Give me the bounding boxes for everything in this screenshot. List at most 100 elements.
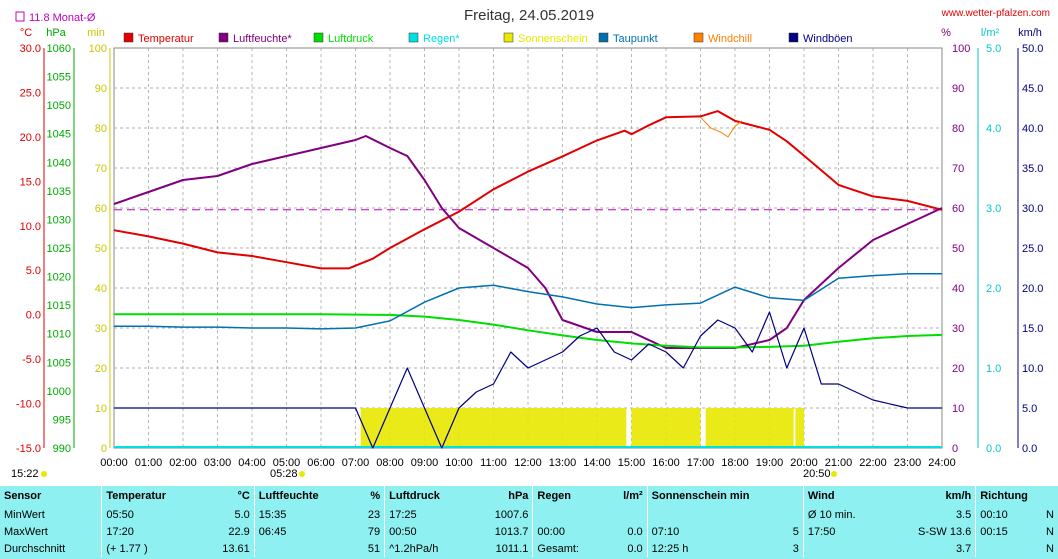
percent-tick-0: 100 bbox=[952, 43, 970, 55]
percent-tick-6: 40 bbox=[952, 283, 964, 295]
percent-tick-4: 60 bbox=[952, 203, 964, 215]
wind-tick-0: 50.0 bbox=[1022, 43, 1043, 55]
series-line-taupunkt bbox=[114, 273, 942, 330]
series-line-luftdruck bbox=[114, 313, 943, 349]
pressure-tick-10: 1010 bbox=[47, 329, 71, 341]
avg-temp-value: 13.61 bbox=[222, 542, 250, 555]
header-rain: Regen bbox=[532, 486, 607, 506]
wind-tick-4: 30.0 bbox=[1022, 203, 1043, 215]
max-wind-value: S-SW 13.6 bbox=[918, 525, 972, 538]
percent-tick-5: 50 bbox=[952, 243, 964, 255]
legend-label-3: Regen* bbox=[423, 33, 460, 45]
stats-table: Sensor Temperatur °C Luftfeuchte % Luftd… bbox=[0, 486, 1058, 557]
series-line-luftfeuchte bbox=[113, 135, 943, 349]
wind-avg-label: Ø 10 min. bbox=[802, 506, 886, 523]
site-url: www.wetter-pfalzen.com bbox=[941, 8, 1050, 19]
time-left-label: 15:22 bbox=[11, 468, 39, 480]
avg-direction-value: N bbox=[1046, 542, 1054, 555]
stats-header-row: Sensor Temperatur °C Luftfeuchte % Luftd… bbox=[0, 486, 1058, 506]
percent-tick-1: 90 bbox=[952, 83, 964, 95]
unit-rain: l/m² bbox=[981, 27, 1000, 39]
rain-tick-4: 1.0 bbox=[986, 363, 1001, 375]
header-sensor: Sensor bbox=[4, 490, 42, 502]
legend-swatch-1 bbox=[218, 32, 229, 43]
header-rain-unit: l/m² bbox=[623, 490, 643, 502]
sunshine-bar-0 bbox=[360, 408, 453, 448]
wind-tick-9: 5.0 bbox=[1022, 403, 1037, 415]
series-line-windben bbox=[114, 311, 942, 449]
x-tick-12: 12:00 bbox=[514, 457, 542, 469]
minutes-tick-3: 70 bbox=[95, 163, 107, 175]
header-sunshine: Sonnenschein min bbox=[646, 486, 804, 506]
avg-wind-blank bbox=[802, 540, 886, 557]
min-humidity-time: 15:35 bbox=[253, 506, 355, 523]
x-tick-16: 16:00 bbox=[652, 457, 680, 469]
wind-tick-3: 35.0 bbox=[1022, 163, 1043, 175]
sun-avg-value: 3 bbox=[792, 542, 799, 555]
temp-tick-1: 25.0 bbox=[20, 87, 41, 99]
pressure-tick-14: 990 bbox=[53, 443, 71, 455]
pressure-tick-0: 1060 bbox=[47, 43, 71, 55]
x-tick-11: 11:00 bbox=[480, 457, 507, 469]
percent-tick-9: 10 bbox=[952, 403, 964, 415]
avg-wind-value: 3.7 bbox=[955, 542, 972, 555]
x-tick-21: 21:00 bbox=[825, 457, 853, 469]
max-rain-time: 00:00 bbox=[532, 523, 607, 540]
wind-tick-1: 45.0 bbox=[1022, 83, 1043, 95]
unit-pressure: hPa bbox=[46, 27, 66, 39]
sunrise-label: 05:28 bbox=[270, 468, 298, 480]
rain-tick-5: 0.0 bbox=[986, 443, 1001, 455]
pressure-tick-2: 1050 bbox=[47, 100, 71, 112]
pressure-tick-13: 995 bbox=[53, 414, 71, 426]
header-wind-unit: km/h bbox=[945, 490, 972, 502]
legend-swatch-5 bbox=[598, 32, 609, 43]
x-tick-20: 20:00 bbox=[790, 457, 818, 469]
legend-swatch-2 bbox=[313, 32, 324, 43]
pressure-tick-3: 1045 bbox=[47, 129, 71, 141]
sun-total-hours: 12:25 h bbox=[646, 540, 766, 557]
x-tick-1: 01:00 bbox=[135, 457, 163, 469]
max-rain-value: 0.0 bbox=[627, 525, 643, 538]
stats-row-avg: Durchschnitt (+ 1.77 ) 13.61 51 ^1.2hPa/… bbox=[0, 540, 1058, 557]
min-temp-value: 5.0 bbox=[234, 508, 250, 521]
max-wind-time: 17:50 bbox=[802, 523, 886, 540]
pressure-tick-12: 1000 bbox=[47, 386, 71, 398]
temp-tick-5: 5.0 bbox=[26, 265, 41, 277]
avg-humidity-value: 51 bbox=[367, 542, 381, 555]
pressure-tick-11: 1005 bbox=[47, 357, 71, 369]
header-temperature: Temperatur bbox=[101, 486, 202, 506]
max-humidity-time: 06:45 bbox=[253, 523, 355, 540]
row-label-avg: Durchschnitt bbox=[4, 542, 66, 555]
sunshine-bar-2 bbox=[631, 408, 701, 448]
pressure-tick-1: 1055 bbox=[47, 72, 71, 84]
sunshine-bar-1 bbox=[452, 408, 627, 448]
x-tick-2: 02:00 bbox=[169, 457, 197, 469]
weather-chart: Freitag, 24.05.2019 www.wetter-pfalzen.co… bbox=[11, 7, 1050, 480]
wind-tick-2: 40.0 bbox=[1022, 123, 1043, 135]
pressure-tick-4: 1040 bbox=[47, 157, 71, 169]
wind-avg-value: 3.5 bbox=[955, 508, 972, 521]
wind-tick-6: 20.0 bbox=[1022, 283, 1043, 295]
legend-label-5: Taupunkt bbox=[613, 33, 658, 45]
pressure-tick-6: 1030 bbox=[47, 214, 71, 226]
pressure-tick-5: 1035 bbox=[47, 186, 71, 198]
rain-total-label: Gesamt: bbox=[532, 540, 607, 557]
header-pressure: Luftdruck bbox=[384, 486, 472, 506]
wind-tick-5: 25.0 bbox=[1022, 243, 1043, 255]
sunshine-bar-4 bbox=[795, 408, 804, 448]
stats-row-max: MaxWert 17:20 22.9 06:45 79 00:50 1013.7… bbox=[0, 523, 1058, 540]
temp-tick-8: -10.0 bbox=[16, 399, 41, 411]
month-avg-icon bbox=[15, 11, 25, 22]
avg-direction-blank bbox=[975, 540, 1033, 557]
legend-swatch-0 bbox=[123, 32, 134, 43]
pressure-tick-9: 1015 bbox=[47, 300, 71, 312]
min-sun-value bbox=[765, 506, 803, 523]
legend-swatch-6 bbox=[693, 32, 704, 43]
temp-tick-3: 15.0 bbox=[20, 176, 41, 188]
percent-tick-8: 20 bbox=[952, 363, 964, 375]
legend-label-4: Sonnenschein bbox=[518, 33, 588, 45]
x-tick-8: 08:00 bbox=[376, 457, 404, 469]
sunset-icon bbox=[831, 471, 837, 477]
legend-label-1: Luftfeuchte* bbox=[233, 33, 292, 45]
sunrise-icon bbox=[299, 471, 305, 477]
